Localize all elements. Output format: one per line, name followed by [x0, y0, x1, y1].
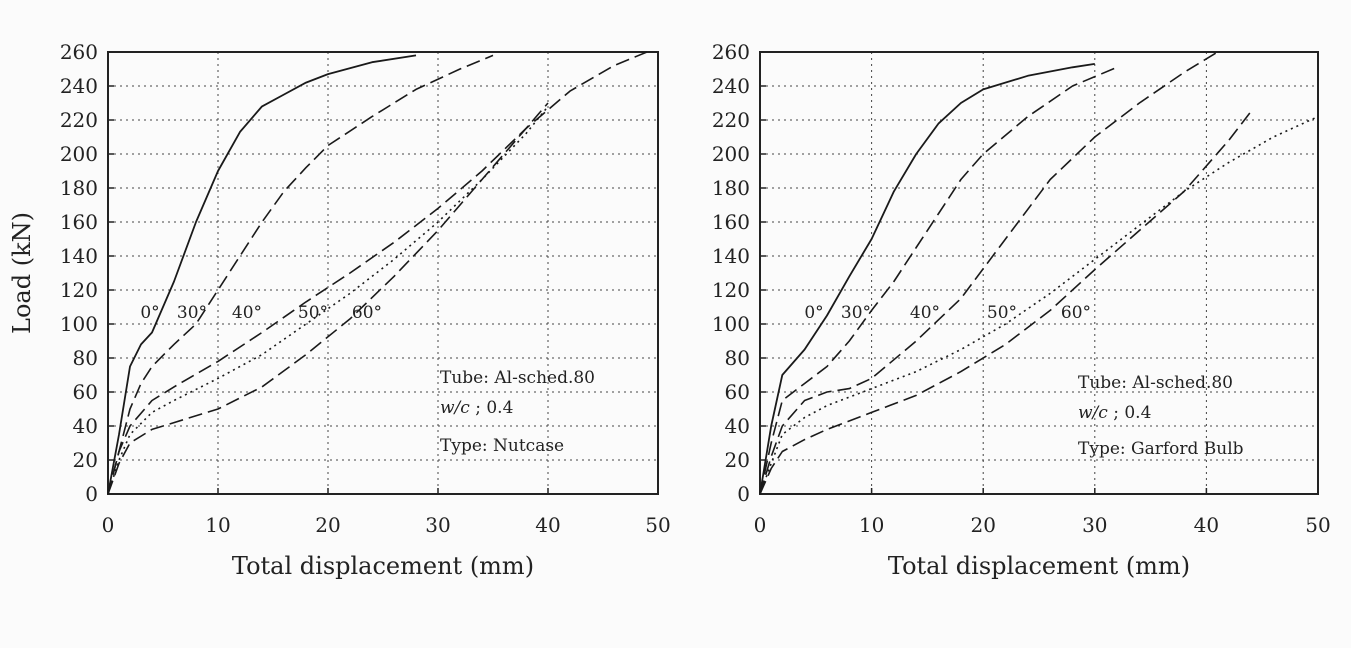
y-tick-label: 100 [60, 312, 98, 336]
y-tick-label: 20 [725, 448, 750, 472]
x-axis-label: Total displacement (mm) [888, 552, 1190, 580]
angle-label: 50° [298, 303, 328, 323]
y-tick-label: 160 [712, 210, 750, 234]
y-tick-label: 40 [725, 414, 750, 438]
angle-label: 60° [352, 303, 382, 323]
angle-label: 30° [177, 303, 207, 323]
y-tick-label: 120 [60, 278, 98, 302]
y-tick-label: 200 [60, 142, 98, 166]
y-tick-label: 240 [712, 74, 750, 98]
series-line-5 [107, 102, 549, 495]
angle-label: 60° [1061, 303, 1091, 323]
annotation-wc-value: ; 0.4 [1108, 403, 1152, 423]
plot-frame [107, 51, 659, 495]
series-line-1 [759, 63, 1095, 495]
y-tick-label: 80 [73, 346, 98, 370]
y-tick-label: 0 [737, 482, 750, 506]
y-axis-label: Load (kN) [8, 212, 36, 334]
y-tick-label: 180 [60, 176, 98, 200]
y-tick-label: 80 [725, 346, 750, 370]
series-line-2 [107, 54, 494, 495]
x-tick-label: 0 [102, 513, 115, 537]
angle-label: 40° [910, 303, 940, 323]
y-tick-label: 120 [712, 278, 750, 302]
y-tick-label: 260 [712, 40, 750, 64]
series-line-4 [759, 111, 1252, 495]
series-line-3 [107, 51, 648, 495]
y-tick-label: 220 [60, 108, 98, 132]
y-tick-label: 40 [73, 414, 98, 438]
series-line-3 [759, 51, 1219, 495]
y-tick-label: 20 [73, 448, 98, 472]
y-tick-label: 160 [60, 210, 98, 234]
x-tick-label: 10 [205, 513, 230, 537]
x-tick-label: 0 [754, 513, 767, 537]
x-tick-label: 20 [970, 513, 995, 537]
y-tick-label: 260 [60, 40, 98, 64]
y-tick-label: 200 [712, 142, 750, 166]
chart-2: 0 20 40 60 80 100 120 140 160 180 200 220 240 260 0 10 2… [712, 40, 1331, 580]
angle-label: 50° [987, 303, 1017, 323]
series-line-2 [759, 66, 1118, 495]
x-tick-label: 30 [1082, 513, 1107, 537]
y-tick-label: 0 [85, 482, 98, 506]
x-tick-label: 40 [1194, 513, 1219, 537]
series-line-1 [107, 54, 417, 495]
annotation-type: Type: Garford Bulb [1078, 439, 1244, 459]
x-tick-label: 10 [859, 513, 884, 537]
annotation-wc: w/c ; 0.4 [440, 398, 513, 418]
y-tick-label: 140 [60, 244, 98, 268]
y-tick-label: 60 [73, 380, 98, 404]
angle-label: 30° [841, 303, 871, 323]
x-axis-label: Total displacement (mm) [232, 552, 534, 580]
y-tick-label: 60 [725, 380, 750, 404]
angle-label: 40° [232, 303, 262, 323]
angle-label: 0° [140, 303, 159, 323]
annotation-tube: Tube: Al-sched.80 [1078, 373, 1233, 393]
x-tick-label: 40 [535, 513, 560, 537]
annotation-wc-label: w/c [1078, 403, 1108, 423]
y-tick-label: 140 [712, 244, 750, 268]
annotation-tube: Tube: Al-sched.80 [440, 368, 595, 388]
annotation-wc-label: w/c [440, 398, 470, 418]
annotation-wc-value: ; 0.4 [470, 398, 514, 418]
y-tick-label: 220 [712, 108, 750, 132]
annotation-wc: w/c ; 0.4 [1078, 403, 1151, 423]
x-tick-label: 30 [425, 513, 450, 537]
x-tick-label: 20 [315, 513, 340, 537]
plot-frame [759, 51, 1319, 495]
chart-1: 0 20 40 60 80 100 120 140 160 180 200 220 240 260 0 10 2… [8, 40, 671, 580]
y-tick-label: 240 [60, 74, 98, 98]
y-tick-label: 100 [712, 312, 750, 336]
angle-label: 0° [804, 303, 823, 323]
x-tick-label: 50 [1305, 513, 1330, 537]
y-tick-label: 180 [712, 176, 750, 200]
annotation-type: Type: Nutcase [440, 436, 564, 456]
x-tick-label: 50 [645, 513, 670, 537]
